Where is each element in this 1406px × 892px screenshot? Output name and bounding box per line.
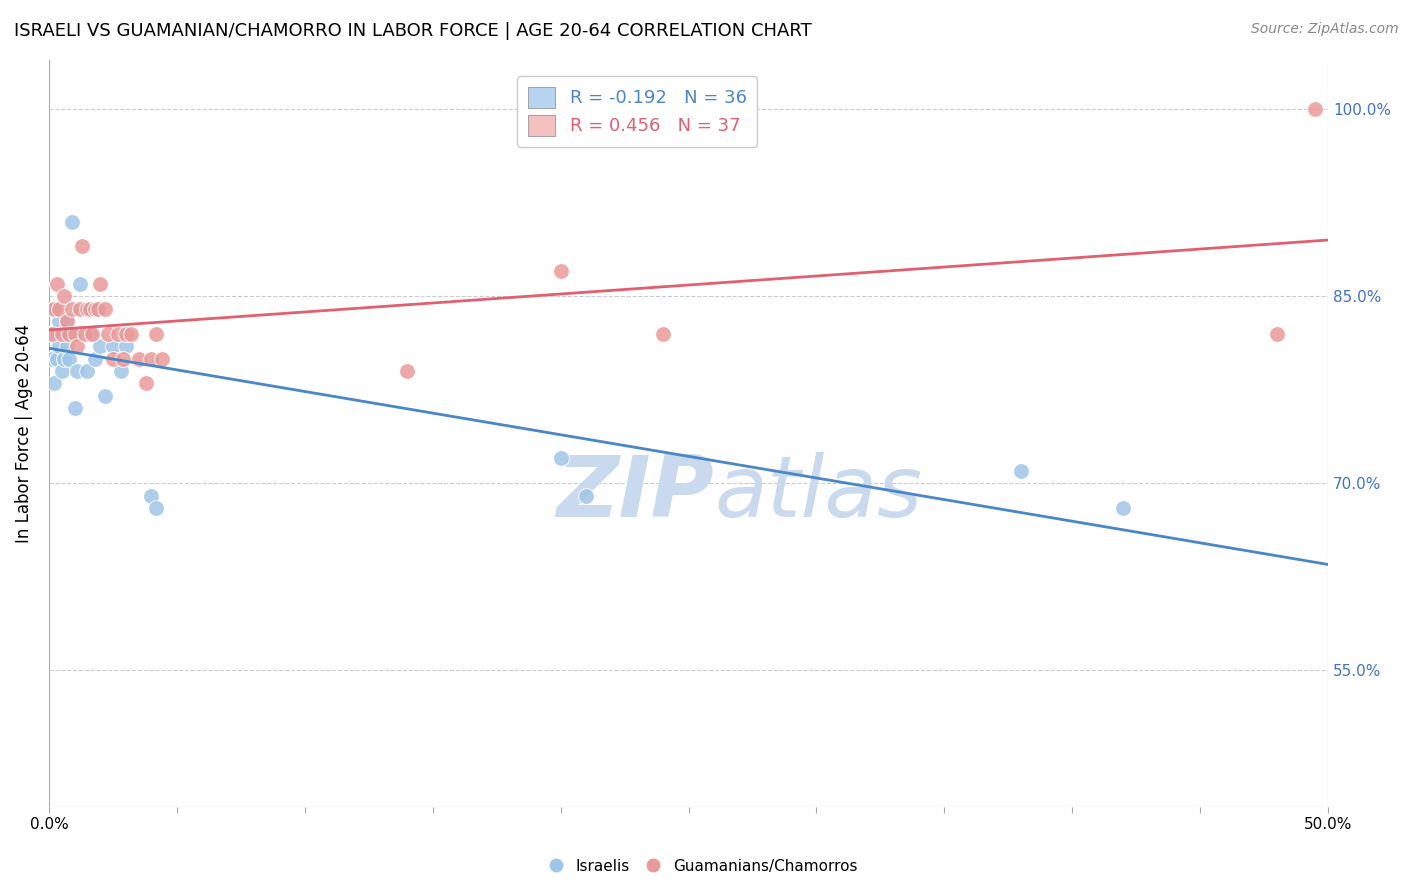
Point xyxy=(575,489,598,503)
Point xyxy=(79,301,101,316)
Point xyxy=(145,326,167,341)
Point xyxy=(48,339,70,353)
Text: atlas: atlas xyxy=(714,451,922,534)
Point xyxy=(76,364,98,378)
Point xyxy=(63,401,86,416)
Point xyxy=(56,314,79,328)
Point xyxy=(86,301,108,316)
Point xyxy=(58,351,80,366)
Legend: Israelis, Guamanians/Chamorros: Israelis, Guamanians/Chamorros xyxy=(543,853,863,880)
Point xyxy=(42,301,65,316)
Point xyxy=(1010,464,1032,478)
Point xyxy=(89,339,111,353)
Point xyxy=(41,351,63,366)
Point xyxy=(51,326,73,341)
Point xyxy=(51,326,73,341)
Y-axis label: In Labor Force | Age 20-64: In Labor Force | Age 20-64 xyxy=(15,324,32,543)
Point xyxy=(60,301,83,316)
Point xyxy=(1305,103,1327,117)
Point xyxy=(135,376,157,391)
Text: Source: ZipAtlas.com: Source: ZipAtlas.com xyxy=(1251,22,1399,37)
Point xyxy=(51,364,73,378)
Point xyxy=(110,364,132,378)
Point xyxy=(84,301,107,316)
Point xyxy=(48,314,70,328)
Point xyxy=(58,326,80,341)
Point xyxy=(550,264,572,278)
Text: ZIP: ZIP xyxy=(557,451,714,534)
Point xyxy=(66,364,89,378)
Point xyxy=(45,277,67,291)
Point xyxy=(97,326,120,341)
Point xyxy=(1265,326,1288,341)
Point xyxy=(76,301,98,316)
Point xyxy=(73,301,96,316)
Point xyxy=(58,326,80,341)
Point xyxy=(69,301,91,316)
Point xyxy=(128,351,150,366)
Point xyxy=(120,326,142,341)
Point xyxy=(73,326,96,341)
Point xyxy=(56,314,79,328)
Point xyxy=(101,339,124,353)
Point xyxy=(84,351,107,366)
Point xyxy=(94,301,117,316)
Point xyxy=(41,326,63,341)
Legend: R = -0.192   N = 36, R = 0.456   N = 37: R = -0.192 N = 36, R = 0.456 N = 37 xyxy=(517,76,758,146)
Point xyxy=(107,326,129,341)
Point xyxy=(45,351,67,366)
Point xyxy=(89,277,111,291)
Point xyxy=(70,326,93,341)
Point xyxy=(42,301,65,316)
Point xyxy=(652,326,675,341)
Point xyxy=(141,489,163,503)
Point xyxy=(56,339,79,353)
Point xyxy=(60,214,83,228)
Point xyxy=(48,301,70,316)
Point xyxy=(63,326,86,341)
Point xyxy=(66,339,89,353)
Point xyxy=(45,326,67,341)
Text: ISRAELI VS GUAMANIAN/CHAMORRO IN LABOR FORCE | AGE 20-64 CORRELATION CHART: ISRAELI VS GUAMANIAN/CHAMORRO IN LABOR F… xyxy=(14,22,811,40)
Point xyxy=(53,351,76,366)
Point xyxy=(114,339,136,353)
Point xyxy=(112,351,135,366)
Point xyxy=(1112,501,1135,516)
Point xyxy=(70,239,93,253)
Point xyxy=(53,289,76,303)
Point xyxy=(82,326,104,341)
Point xyxy=(145,501,167,516)
Point xyxy=(396,364,419,378)
Point xyxy=(42,376,65,391)
Point xyxy=(150,351,173,366)
Point xyxy=(550,451,572,466)
Point xyxy=(41,326,63,341)
Point xyxy=(79,326,101,341)
Point xyxy=(114,326,136,341)
Point xyxy=(141,351,163,366)
Point xyxy=(101,351,124,366)
Point xyxy=(53,326,76,341)
Point xyxy=(94,389,117,403)
Point xyxy=(69,277,91,291)
